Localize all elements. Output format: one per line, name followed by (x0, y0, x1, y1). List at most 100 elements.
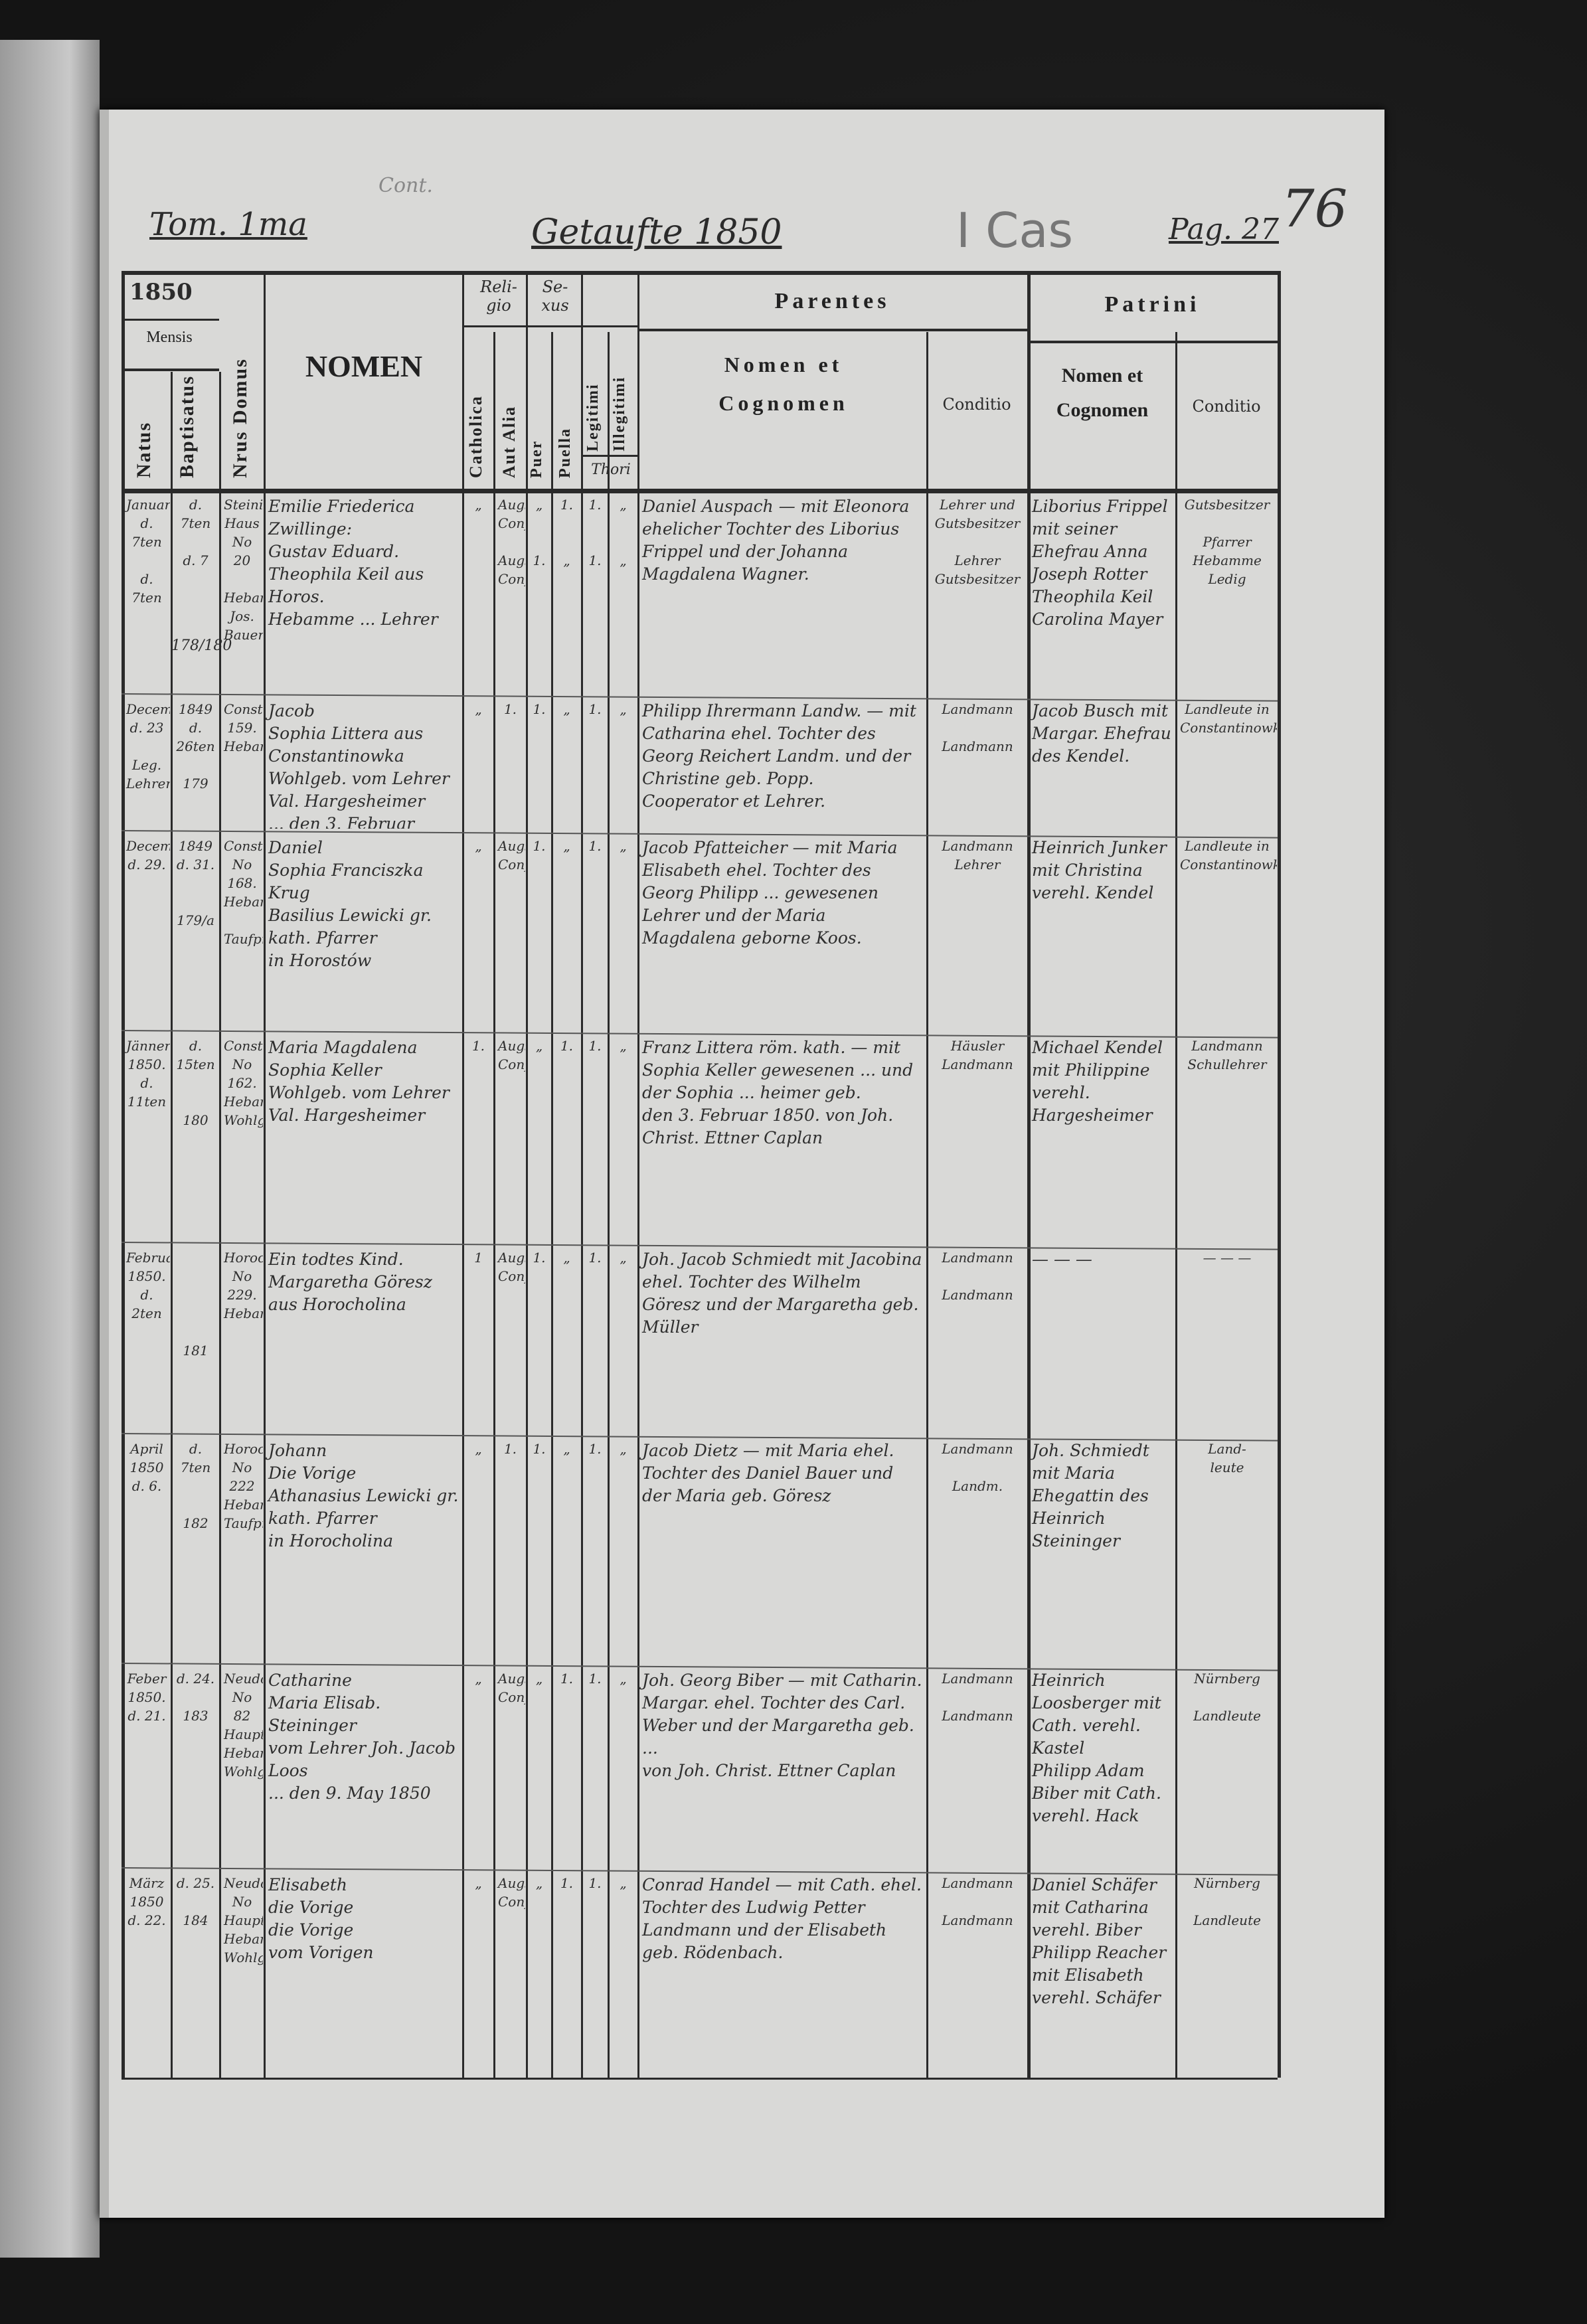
header-nrus-domus: Nrus Domus (229, 358, 251, 478)
cell-parentes: Joh. Georg Biber — mit Catharin. Margar.… (642, 1671, 922, 1780)
cell-puer: „ (535, 1875, 543, 1891)
cell-parentes-conditio: Landmann Landmann (942, 701, 1013, 754)
header-year: 1850 (129, 279, 193, 305)
cell-aut-alia: Augsb. Conf. (498, 1038, 525, 1072)
table-top-rule (122, 271, 1278, 275)
cell-illegitimi: „ (620, 701, 627, 717)
cell-natus: Februar 1850. d. 2ten (126, 1250, 170, 1321)
column-rule (637, 271, 639, 2078)
religio-sexus-rule (462, 325, 637, 327)
cell-catholica: „ (475, 1441, 482, 1457)
cell-legitimi: 1. (588, 1250, 602, 1266)
cell-natus: Jänner 1850. d. 11ten (126, 1038, 170, 1110)
cell-parentes: Conrad Handel — mit Cath. ehel. Tochter … (642, 1875, 922, 1962)
cell-catholica: „ (475, 701, 482, 717)
cell-parentes-conditio: Landmann Landm. (942, 1441, 1013, 1494)
cell-patrini-conditio: Nürnberg Landleute (1193, 1671, 1261, 1724)
cell-natus: December d. 23 Leg. Lehrer (126, 701, 170, 791)
cell-baptisatus: d. 24. 183 (176, 1671, 215, 1724)
column-rule (551, 332, 553, 2078)
cell-puer: „ (535, 1038, 543, 1054)
column-rule (219, 372, 221, 2078)
cell-illegitimi: „ (620, 1671, 627, 1687)
header-sexus: Se-xus (541, 278, 569, 315)
header-natus: Natus (133, 421, 155, 478)
cell-domus: Horocholina No 222 Hebamme Taufpriester (224, 1441, 263, 1531)
cell-patrini-conditio: Nürnberg Landleute (1193, 1875, 1261, 1928)
cell-parentes: Daniel Auspach — mit Eleonora ehelicher … (642, 497, 910, 584)
header-mensis: Mensis (146, 329, 193, 346)
cell-domus: Steinig Haus No 20 Hebamme Jos. Bauer (224, 497, 263, 643)
cell-nomen: Johann Die Vorige Athanasius Lewicki gr.… (268, 1441, 459, 1550)
page-gutter (100, 110, 109, 2218)
cell-illegitimi: „ (620, 1250, 627, 1266)
cell-illegitimi: „ (620, 1875, 627, 1891)
cell-patrini-conditio: Land- leute (1208, 1441, 1246, 1475)
mensis-rule (122, 369, 219, 371)
cell-patrini-conditio: Landleute in Constantinowka (1180, 701, 1277, 736)
cell-domus: Horocholina No 229. Hebamme (224, 1250, 263, 1321)
header-parentes-conditio: Conditio (942, 395, 1011, 414)
cell-aut-alia: Augsb. Conf. Augsb. Conf. (498, 497, 525, 587)
cell-catholica: 1. (471, 1038, 485, 1054)
cell-parentes-conditio: Häusler Landmann (942, 1038, 1013, 1072)
cell-puella: 1. „ (560, 497, 574, 568)
cell-baptisatus: d. 15ten 180 (176, 1038, 215, 1128)
column-rule (1175, 332, 1177, 2078)
tome-label: Tom. 1ma (149, 206, 307, 243)
cell-patrini: Joh. Schmiedt mit Maria Ehegattin des He… (1032, 1441, 1149, 1550)
cell-aut-alia: Augsb. Conf. (498, 838, 525, 872)
cell-puella: „ (563, 1250, 570, 1266)
page-reference: Pag. 27 (1169, 212, 1279, 246)
patrini-rule (1027, 341, 1278, 343)
thori-rule (581, 455, 637, 457)
column-rule (581, 271, 583, 2078)
cell-puella: 1. (560, 1038, 574, 1054)
cell-catholica: „ (475, 838, 482, 854)
cell-catholica: „ (475, 1671, 482, 1687)
cell-legitimi: 1. (588, 1671, 602, 1687)
cell-parentes-conditio: Lehrer und Gutsbesitzer Lehrer Gutsbesit… (934, 497, 1021, 587)
header-parentes: Parentes (774, 289, 890, 313)
cell-parentes: Jacob Dietz — mit Maria ehel. Tochter de… (642, 1441, 894, 1505)
header-puer: Puer (528, 440, 545, 478)
cell-nomen: Ein todtes Kind. Margaretha Göresz aus H… (268, 1250, 432, 1314)
cell-patrini-conditio: Landmann Schullehrer (1187, 1038, 1267, 1072)
cell-patrini: Michael Kendel mit Philippine verehl. Ha… (1032, 1038, 1163, 1125)
header-thori: Thori (591, 461, 631, 478)
cell-puer: 1. (533, 1441, 546, 1457)
cell-domus: Neudorf No Hauptmann Hebamme Wohlgeb. (224, 1875, 263, 1965)
cont-note: Cont. (378, 174, 433, 197)
cell-legitimi: 1. (588, 838, 602, 854)
cell-legitimi: 1. (588, 1875, 602, 1891)
column-rule (926, 332, 928, 2078)
cell-baptisatus: 1849 d. 26ten 179 (176, 701, 215, 791)
cell-puella: „ (563, 1441, 570, 1457)
cell-parentes: Philipp Ihrermann Landw. — mit Catharina… (642, 701, 916, 811)
header-parentes-nomen: Nomen et Cognomen (718, 353, 849, 415)
cell-patrini: Heinrich Junker mit Christina verehl. Ke… (1032, 838, 1167, 902)
cell-legitimi: 1. 1. (588, 497, 602, 568)
column-rule (608, 332, 610, 2078)
header-catholica: Catholica (466, 395, 485, 478)
page-title: Getaufte 1850 (531, 212, 782, 252)
column-rule (493, 332, 495, 2078)
cell-parentes-conditio: Landmann Landmann (942, 1671, 1013, 1724)
column-rule (462, 271, 464, 2078)
cell-parentes-conditio: Landmann Lehrer (942, 838, 1013, 872)
cell-natus: März 1850 d. 22. (127, 1875, 166, 1928)
cell-baptisatus: 181 (183, 1343, 209, 1359)
cell-puer: 1. (533, 838, 546, 854)
cell-catholica: „ (475, 1875, 482, 1891)
header-aut-alia: Aut Alia (499, 405, 519, 478)
cell-puella: „ (563, 838, 570, 854)
cell-puer: „ (535, 1671, 543, 1687)
cell-nomen: Daniel Sophia Franciszka Krug Basilius L… (268, 838, 432, 970)
column-rule (1278, 271, 1281, 2078)
header-nomen: NOMEN (305, 349, 423, 383)
year-rule (122, 319, 219, 321)
cell-puella: „ (563, 701, 570, 717)
cell-nomen: Catharine Maria Elisab. Steininger vom L… (268, 1671, 456, 1803)
cell-aut-alia: Augsb. Conf. (498, 1875, 525, 1910)
cell-parentes: Jacob Pfatteicher — mit Maria Elisabeth … (642, 838, 898, 948)
